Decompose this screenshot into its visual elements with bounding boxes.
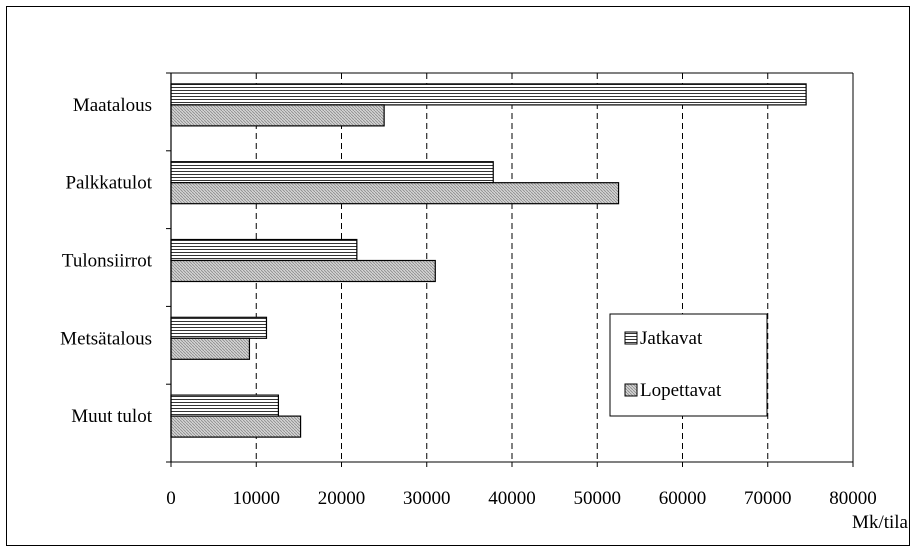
category-label-3: Metsätalous	[60, 328, 152, 349]
axes-group	[166, 72, 854, 467]
x-tick-label-4: 40000	[488, 488, 536, 509]
category-label-2: Tulonsiirrot	[62, 251, 153, 272]
bar-lopettavat-0	[170, 104, 385, 127]
legend-label-jatkavat: Jatkavat	[640, 328, 703, 349]
legend-label-lopettavat: Lopettavat	[640, 380, 722, 401]
bar-lopettavat-3	[170, 337, 251, 360]
bar-jatkavat-4	[170, 394, 280, 417]
x-axis-label: Mk/tila	[852, 512, 909, 533]
x-tick-label-3: 30000	[403, 488, 451, 509]
category-label-1: Palkkatulot	[65, 173, 152, 194]
legend-item-jatkavat: Jatkavat	[624, 328, 703, 349]
x-tick-label-6: 60000	[659, 488, 707, 509]
bar-lopettavat-1	[170, 182, 620, 205]
legend-swatch-lopettavat	[624, 383, 638, 397]
x-tick-label-8: 80000	[829, 488, 877, 509]
category-label-4: Muut tulot	[71, 406, 152, 427]
bars-group	[170, 83, 807, 438]
bar-jatkavat-2	[170, 238, 358, 262]
bar-lopettavat-4	[170, 415, 302, 438]
legend-swatch-jatkavat	[624, 331, 638, 345]
x-tick-label-1: 10000	[233, 488, 281, 509]
bar-lopettavat-2	[170, 259, 436, 283]
bar-jatkavat-1	[170, 161, 494, 184]
x-tick-label-7: 70000	[744, 488, 792, 509]
category-label-0: Maatalous	[73, 95, 152, 116]
bar-jatkavat-3	[170, 316, 268, 339]
x-tick-label-2: 20000	[318, 488, 366, 509]
x-tick-labels: 0 10000 20000 30000 40000 50000 60000 70000 8000…	[166, 488, 877, 509]
legend-item-lopettavat: Lopettavat	[624, 380, 722, 401]
legend: Jatkavat Lopettavat	[609, 313, 768, 417]
bar-jatkavat-0	[170, 83, 807, 106]
x-tick-label-5: 50000	[574, 488, 622, 509]
category-labels: Maatalous Palkkatulot Tulonsiirrot Metsätal…	[60, 95, 153, 427]
x-tick-label-0: 0	[166, 488, 176, 509]
